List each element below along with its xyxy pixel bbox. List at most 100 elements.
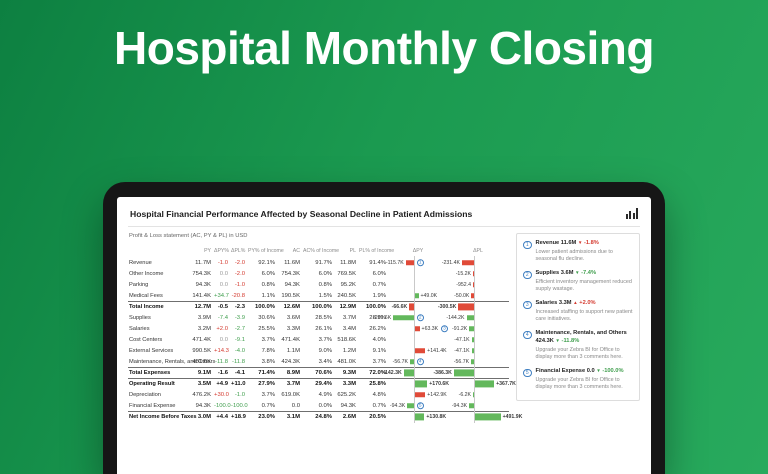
comment-number-badge: 3	[523, 300, 532, 310]
variance-bar	[405, 259, 414, 266]
table-row[interactable]: Other Income 754.3K 0.0 -2.0 6.0% 754.3K 6.0% 7…	[128, 267, 509, 280]
cell-ac: 754.3K	[281, 270, 300, 277]
cell-ac: 0.0	[291, 402, 300, 409]
comment-item[interactable]: 5 Financial Expense 0.0 ▼ -100.0% Upgrade …	[523, 368, 633, 391]
cell-py: 94.3K	[195, 281, 211, 288]
chart-axis-line	[414, 411, 415, 423]
cell-dpl_pct: -4.0	[234, 347, 245, 354]
chart-axis-line	[414, 278, 415, 291]
cell-dpl_pct: -2.7	[234, 325, 245, 332]
cell-dpl_pct: -4.1	[234, 370, 245, 376]
table-row[interactable]: Total Expenses 9.1M -1.6 -4.1 71.4% 8.9M 70.6%…	[128, 367, 509, 379]
triangle-up-icon: ▲	[573, 300, 578, 306]
cell-pl: 518.6K	[337, 336, 356, 343]
cell-pl_inc: 1.9%	[372, 292, 386, 299]
variance-bar	[415, 413, 425, 421]
table-row[interactable]: Salaries 3.2M +2.0 -2.7 25.5% 3.3M 26.1% 3.4M 26…	[128, 322, 509, 335]
cell-pl: 2.6M	[342, 414, 356, 420]
dashboard-header: Hospital Financial Performance Affected …	[128, 205, 640, 227]
variance-label: -231.4K	[441, 259, 460, 266]
cell-py: 9.1M	[197, 370, 211, 376]
comment-text: Upgrade your Zebra BI for Office to disp…	[535, 346, 623, 360]
cell-py_inc: 25.5%	[258, 325, 275, 332]
row-label: Cost Centers	[129, 336, 163, 343]
variance-chart-cell: +141.4K	[389, 344, 447, 357]
cell-pl_inc: 72.0%	[369, 370, 386, 376]
chart-axis-line	[474, 344, 475, 357]
cell-pl_inc: 3.7%	[372, 358, 386, 365]
chart-axis-line	[474, 267, 475, 280]
table-row[interactable]: Depreciation 476.2K +30.0 -1.0 3.7% 619.0K 4.9…	[128, 388, 509, 401]
chart-axis-line	[474, 311, 475, 324]
cell-dpl_pct: -2.0	[234, 270, 245, 277]
cell-dpl_pct: -1.0	[234, 391, 245, 398]
cell-pl_inc: 91.4%	[369, 259, 386, 266]
cell-py_inc: 92.1%	[258, 259, 275, 266]
table-row[interactable]: Medical Fees 141.4K +34.7 -20.8 1.1% 190.5K 1.…	[128, 289, 509, 302]
variance-chart-cell: -66.6K	[389, 301, 447, 313]
cell-ac: 11.6M	[284, 259, 300, 266]
chart-axis-line	[414, 311, 415, 324]
triangle-down-icon: ▼	[596, 368, 601, 374]
variance-bar	[471, 347, 474, 354]
table-row[interactable]: Parking 94.3K 0.0 -1.0 0.8% 94.3K 0.8% 95.2K 0.7…	[128, 278, 509, 291]
chart-axis-line	[414, 267, 415, 280]
table-row[interactable]: Supplies 3.9M -7.4 -3.9 30.6% 3.6M 28.5% 3.7M 28…	[128, 311, 509, 324]
variance-label: -142.3K	[383, 370, 402, 376]
variance-bar	[409, 303, 414, 311]
cell-ac: 3.1M	[286, 414, 300, 420]
variance-bar	[471, 358, 474, 365]
cell-ac_inc: 1.5%	[318, 292, 332, 299]
cell-pl_inc: 28.9%	[369, 314, 386, 321]
variance-bar	[473, 281, 474, 288]
cell-pl_inc: 9.1%	[372, 347, 386, 354]
cell-pl: 240.5K	[337, 292, 356, 299]
cell-pl: 3.7M	[342, 314, 356, 321]
comment-item[interactable]: 4 Maintenance, Rentals, and Others 424.3K…	[523, 330, 633, 361]
chart-axis-line	[474, 388, 475, 401]
variance-chart-cell: -6.2K	[447, 388, 509, 401]
column-header: ΔPL	[473, 247, 483, 254]
comment-body: Financial Expense 0.0 ▼ -100.0% Upgrade y…	[536, 368, 634, 391]
table-row[interactable]: Revenue 11.7M -1.0 -2.0 92.1% 11.6M 91.7% 11.8M…	[128, 256, 509, 269]
chart-axis-line	[414, 355, 415, 368]
variance-label: -6.2K	[458, 391, 471, 398]
variance-bar	[415, 325, 420, 332]
table-row[interactable]: Total Income 12.7M -0.5 -2.3 100.0% 12.6M 100.…	[128, 301, 509, 313]
comment-item[interactable]: 3 Salaries 3.3M ▲ +2.0% Increased staffing…	[523, 300, 633, 323]
cell-ac_inc: 9.0%	[318, 347, 332, 354]
table-row[interactable]: Operating Result 3.5M +4.9 +11.0 27.9% 3.7M 29…	[128, 378, 516, 390]
tablet-device-frame: Hospital Financial Performance Affected …	[103, 182, 665, 474]
table-row[interactable]: External Services 990.5K +14.3 -4.0 7.8% 1.1M…	[128, 344, 509, 357]
cell-py_inc: 0.7%	[261, 402, 275, 409]
table-row[interactable]: Financial Expense 94.3K -100.0 -100.0 0.7% 0.…	[128, 399, 509, 412]
row-label: Total Income	[129, 304, 164, 310]
variance-label: +141.4K	[427, 347, 447, 354]
row-label: Other Income	[129, 270, 164, 277]
cell-dpl_pct: +11.0	[231, 381, 246, 387]
comment-marker: 4	[416, 357, 424, 366]
chart-axis-line	[474, 355, 475, 368]
cell-dpl_pct: -3.9	[234, 314, 245, 321]
comment-variance: -7.4%	[579, 270, 597, 277]
variance-bar	[466, 314, 474, 321]
table-row[interactable]: Net Income Before Taxes 3.0M +4.4 +18.9 23.0…	[128, 411, 522, 423]
cell-ac_inc: 100.0%	[312, 304, 332, 310]
table-row[interactable]: Cost Centers 471.4K 0.0 -9.1 3.7% 471.4K 3.7% 5…	[128, 333, 509, 346]
cell-ac: 471.4K	[281, 336, 300, 343]
cell-py_inc: 100.0%	[255, 304, 275, 310]
chart-axis-line	[474, 333, 475, 346]
chart-axis-line	[414, 256, 415, 269]
table-row[interactable]: Maintenance, Rentals, and Others 481.0K -1…	[128, 355, 509, 368]
cell-pl: 3.3M	[342, 381, 356, 387]
comment-item[interactable]: 2 Supplies 3.6M ▼ -7.4% Efficient inventor…	[523, 270, 633, 293]
cell-pl: 3.4M	[342, 325, 356, 332]
variance-label: -289.6K	[372, 314, 392, 321]
cell-py_inc: 23.0%	[258, 414, 275, 420]
cell-ac: 1.1M	[286, 347, 300, 354]
cell-pl: 1.2M	[342, 347, 356, 354]
cell-ac_inc: 26.1%	[315, 325, 332, 332]
comment-number-badge: 4	[523, 330, 532, 340]
comment-item[interactable]: 1 Revenue 11.6M ▼ -1.8% Lower patient admi…	[523, 240, 633, 263]
cell-ac: 3.3M	[286, 325, 300, 332]
